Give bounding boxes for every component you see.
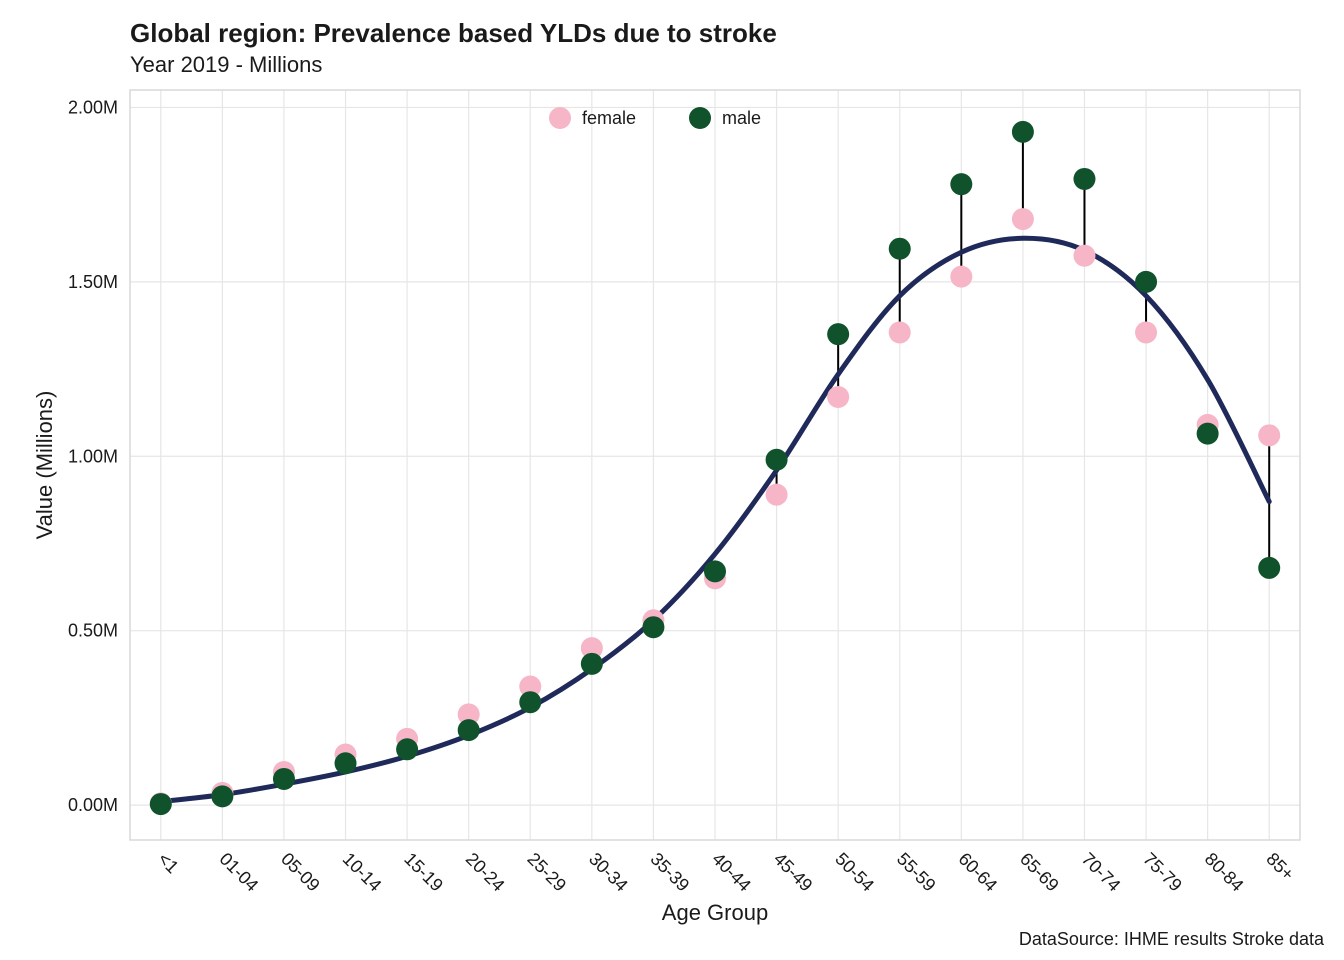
y-tick-label: 1.50M bbox=[68, 272, 118, 292]
x-tick-label: 20-24 bbox=[462, 849, 509, 896]
x-tick-label: 80-84 bbox=[1201, 849, 1248, 896]
x-tick-label: 10-14 bbox=[339, 849, 386, 896]
data-point-female bbox=[1258, 424, 1280, 446]
x-axis-title: Age Group bbox=[662, 900, 768, 925]
y-tick-label: 0.00M bbox=[68, 795, 118, 815]
data-point-male bbox=[1012, 121, 1034, 143]
y-tick-label: 1.00M bbox=[68, 446, 118, 466]
x-tick-label: 01-04 bbox=[216, 849, 263, 896]
data-point-male bbox=[396, 738, 418, 760]
data-point-female bbox=[766, 484, 788, 506]
data-point-male bbox=[827, 323, 849, 345]
chart-container: Global region: Prevalence based YLDs due… bbox=[0, 0, 1344, 960]
data-point-male bbox=[642, 616, 664, 638]
x-tick-label: 65-69 bbox=[1016, 849, 1063, 896]
data-point-male bbox=[950, 173, 972, 195]
x-tick-label: 75-79 bbox=[1139, 849, 1186, 896]
data-point-male bbox=[458, 719, 480, 741]
data-point-male bbox=[211, 785, 233, 807]
y-tick-label: 2.00M bbox=[68, 97, 118, 117]
x-tick-label: 25-29 bbox=[523, 849, 570, 896]
data-point-male bbox=[1073, 168, 1095, 190]
chart-title: Global region: Prevalence based YLDs due… bbox=[130, 18, 777, 49]
y-axis-title: Value (Millions) bbox=[32, 391, 57, 540]
data-point-female bbox=[1073, 245, 1095, 267]
x-tick-label: 40-44 bbox=[708, 849, 755, 896]
data-point-female bbox=[1012, 208, 1034, 230]
x-tick-label: 45-49 bbox=[770, 849, 817, 896]
x-tick-label: 50-54 bbox=[831, 849, 878, 896]
chart-subtitle: Year 2019 - Millions bbox=[130, 52, 322, 78]
data-point-male bbox=[581, 653, 603, 675]
data-point-male bbox=[1258, 557, 1280, 579]
x-axis: <1 01-04 05-09 10-14 15-19 20-24 25-29 30-34 35-… bbox=[154, 849, 1298, 896]
data-point-male bbox=[519, 691, 541, 713]
y-tick-label: 0.50M bbox=[68, 621, 118, 641]
data-point-male bbox=[335, 752, 357, 774]
legend-marker-male bbox=[689, 107, 711, 129]
y-axis: 0.00M 0.50M 1.00M 1.50M 2.00M bbox=[68, 97, 118, 815]
data-point-female bbox=[1135, 321, 1157, 343]
data-point-male bbox=[1197, 423, 1219, 445]
legend-label-female: female bbox=[582, 108, 636, 128]
data-point-male bbox=[889, 238, 911, 260]
x-tick-label: 70-74 bbox=[1078, 849, 1125, 896]
x-tick-label: <1 bbox=[154, 849, 183, 878]
x-tick-label: 35-39 bbox=[647, 849, 694, 896]
data-point-male bbox=[1135, 271, 1157, 293]
chart-svg: 0.00M 0.50M 1.00M 1.50M 2.00M Value (Millions… bbox=[0, 0, 1344, 960]
x-tick-label: 85+ bbox=[1262, 849, 1298, 885]
x-tick-label: 15-19 bbox=[400, 849, 447, 896]
data-point-male bbox=[766, 449, 788, 471]
data-point-male bbox=[704, 560, 726, 582]
data-point-female bbox=[827, 386, 849, 408]
legend-label-male: male bbox=[722, 108, 761, 128]
data-point-female bbox=[950, 266, 972, 288]
x-tick-label: 05-09 bbox=[277, 849, 324, 896]
chart-caption: DataSource: IHME results Stroke data bbox=[1019, 929, 1324, 950]
data-point-male bbox=[273, 768, 295, 790]
data-point-male bbox=[150, 793, 172, 815]
legend-marker-female bbox=[549, 107, 571, 129]
x-tick-label: 55-59 bbox=[893, 849, 940, 896]
x-tick-label: 30-34 bbox=[585, 849, 632, 896]
x-tick-label: 60-64 bbox=[954, 849, 1001, 896]
data-point-female bbox=[889, 321, 911, 343]
